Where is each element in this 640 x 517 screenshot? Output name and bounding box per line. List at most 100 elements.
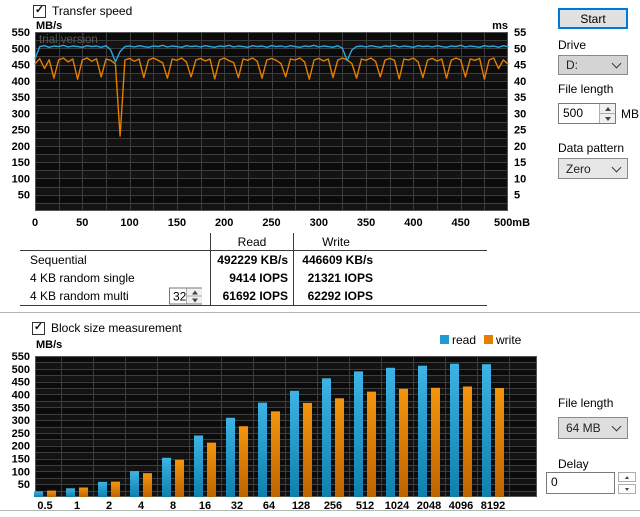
file-length-label: File length <box>558 82 614 96</box>
bars <box>34 363 504 497</box>
svg-text:50: 50 <box>18 479 30 491</box>
write-column-header: Write <box>293 233 378 250</box>
gridlines <box>35 32 508 211</box>
svg-text:1024: 1024 <box>385 500 410 512</box>
table-row: Sequential 492229 KB/s 446609 KB/s <box>20 251 487 269</box>
svg-text:128: 128 <box>292 500 310 512</box>
svg-text:300: 300 <box>310 217 328 229</box>
read-bar <box>98 481 107 497</box>
block-file-length-label: File length <box>558 396 614 410</box>
svg-text:0: 0 <box>32 217 38 229</box>
checkmark-icon: ✓ <box>33 321 44 333</box>
svg-text:50: 50 <box>18 190 30 202</box>
bottom-divider <box>0 510 640 512</box>
svg-text:512: 512 <box>356 500 374 512</box>
watermark: trial version <box>39 34 98 46</box>
read-bar <box>162 457 171 497</box>
start-button[interactable]: Start <box>558 8 628 29</box>
read-bar <box>322 378 331 497</box>
results-table: Read Write Sequential 492229 KB/s 446609… <box>20 233 487 306</box>
sequential-read-value: 492229 KB/s <box>210 251 293 269</box>
row-label-random-single: 4 KB random single <box>30 271 135 285</box>
block-size-checkbox[interactable]: ✓ <box>32 321 45 335</box>
up-arrow-icon <box>625 475 629 479</box>
delay-down-button[interactable] <box>618 484 636 494</box>
svg-text:20: 20 <box>514 141 526 153</box>
write-bar <box>367 391 376 497</box>
file-length-value: 500 <box>563 106 584 120</box>
row-label-random-multi: 4 KB random multi <box>30 289 129 303</box>
table-row: 4 KB random single 9414 IOPS 21321 IOPS <box>20 269 487 287</box>
file-length-spinner[interactable]: 500 <box>558 103 616 124</box>
read-bar <box>194 435 203 497</box>
chevron-down-icon <box>611 421 622 432</box>
svg-text:100: 100 <box>120 217 138 229</box>
svg-text:4096: 4096 <box>449 500 473 512</box>
results-table-header: Read Write <box>20 233 487 251</box>
svg-text:32: 32 <box>231 500 243 512</box>
transfer-speed-checkbox-row: ✓ Transfer speed <box>33 4 132 18</box>
write-bar <box>207 442 216 497</box>
write-bar <box>175 459 184 497</box>
svg-text:450: 450 <box>452 217 470 229</box>
svg-text:350: 350 <box>357 217 375 229</box>
drive-label: Drive <box>558 38 587 52</box>
read-bar <box>66 488 75 497</box>
random-single-write-value: 21321 IOPS <box>293 269 378 287</box>
data-pattern-select[interactable]: Zero <box>558 158 628 179</box>
svg-text:write: write <box>495 333 522 347</box>
delay-input[interactable]: 0 <box>546 472 615 494</box>
svg-text:100: 100 <box>12 466 30 478</box>
svg-text:256: 256 <box>324 500 342 512</box>
write-bar <box>239 426 248 497</box>
up-arrow-icon <box>604 106 611 111</box>
svg-text:350: 350 <box>12 402 30 414</box>
transfer-speed-checkbox[interactable]: ✓ <box>33 4 46 18</box>
svg-text:400: 400 <box>12 76 30 88</box>
block-file-length-value: 64 MB <box>566 421 601 435</box>
row-label-sequential: Sequential <box>30 253 87 267</box>
read-bar <box>258 402 267 497</box>
file-length-down-button[interactable] <box>600 113 615 123</box>
svg-text:550: 550 <box>12 27 30 39</box>
svg-text:200: 200 <box>12 141 30 153</box>
write-bar <box>47 490 56 497</box>
down-arrow-icon <box>191 298 198 302</box>
legend: read write <box>440 333 522 347</box>
read-column-header: Read <box>210 233 293 250</box>
queue-depth-down-button[interactable] <box>187 295 203 304</box>
read-bar <box>418 365 427 497</box>
svg-text:2: 2 <box>106 500 112 512</box>
svg-text:450: 450 <box>12 377 30 389</box>
read-bar <box>386 367 395 497</box>
svg-text:25: 25 <box>514 125 526 137</box>
drive-value: D: <box>566 58 578 72</box>
down-arrow-icon <box>625 487 629 491</box>
svg-text:100: 100 <box>12 173 30 185</box>
queue-depth-up-button[interactable] <box>187 288 203 296</box>
svg-text:64: 64 <box>263 500 276 512</box>
delay-value: 0 <box>551 475 558 489</box>
block-file-length-select[interactable]: 64 MB <box>558 417 628 439</box>
svg-text:MB/s: MB/s <box>36 339 62 351</box>
drive-select[interactable]: D: <box>558 55 628 75</box>
axis-labels: 5010015020025030035040045050055051015202… <box>12 20 530 229</box>
file-length-up-button[interactable] <box>600 104 615 113</box>
svg-text:30: 30 <box>514 108 526 120</box>
svg-text:150: 150 <box>12 454 30 466</box>
svg-text:MB/s: MB/s <box>36 20 62 32</box>
read-bar <box>354 371 363 497</box>
delay-up-button[interactable] <box>618 472 636 482</box>
read-bar <box>482 364 491 497</box>
write-bar <box>303 402 312 497</box>
svg-text:250: 250 <box>262 217 280 229</box>
write-bar <box>335 398 344 497</box>
down-arrow-icon <box>604 116 611 121</box>
svg-text:50: 50 <box>514 43 526 55</box>
queue-depth-spinner[interactable]: 32 <box>169 287 203 305</box>
queue-depth-value: 32 <box>173 289 187 304</box>
svg-text:150: 150 <box>168 217 186 229</box>
svg-text:550: 550 <box>12 351 30 363</box>
